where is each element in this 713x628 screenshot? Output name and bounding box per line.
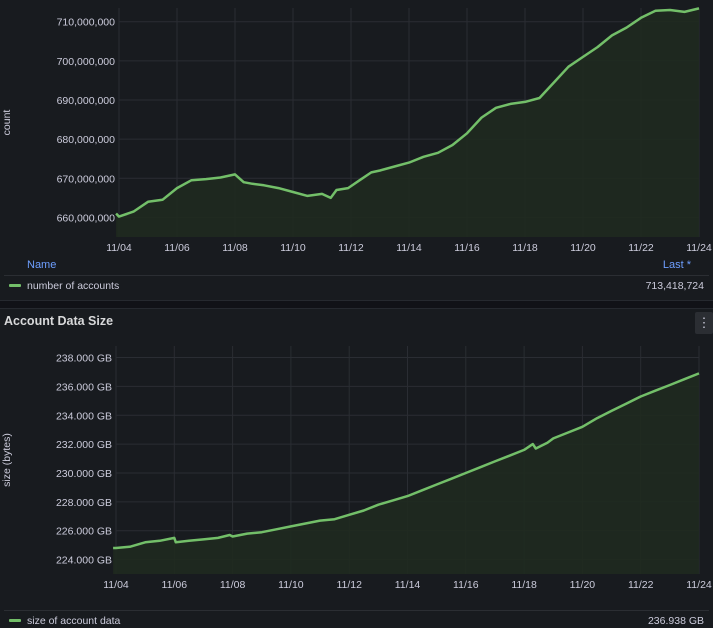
y-axis-label: size (bytes) — [1, 433, 13, 487]
accounts-count-chart[interactable]: 11/04 11/06 11/08 11/10 11/12 11/14 11/16 11/18… — [0, 0, 713, 262]
y-tick-label: 670,000,000 — [57, 173, 116, 185]
legend-last-value: 713,418,724 — [645, 280, 704, 292]
x-tick-label: 11/06 — [164, 242, 190, 254]
x-tick-label: 11/12 — [336, 579, 362, 591]
y-tick-label: 228.000 GB — [56, 497, 112, 509]
y-tick-label: 226.000 GB — [56, 526, 112, 538]
accounts-count-panel: 11/04 11/06 11/08 11/10 11/12 11/14 11/16 11/18… — [0, 0, 713, 301]
account-data-size-chart[interactable]: 11/04 11/06 11/08 11/10 11/12 11/14 11/16 11/18… — [0, 309, 713, 599]
series-area-fill — [116, 8, 700, 238]
x-tick-label: 11/08 — [222, 242, 248, 254]
legend-series-swatch — [9, 284, 21, 287]
panel-title[interactable]: Account Data Size — [4, 314, 114, 328]
y-tick-label: 680,000,000 — [57, 134, 116, 146]
x-tick-label: 11/14 — [395, 579, 421, 591]
series-line[interactable] — [113, 372, 700, 550]
vertical-ellipsis-icon[interactable]: ⋮ — [695, 312, 713, 334]
x-tick-label: 11/20 — [570, 242, 596, 254]
x-tick-label: 11/10 — [278, 579, 304, 591]
x-tick-label: 11/24 — [686, 242, 712, 254]
x-tick-label: 11/14 — [396, 242, 422, 254]
y-tick-label: 700,000,000 — [57, 56, 116, 68]
x-tick-label: 11/22 — [628, 579, 654, 591]
account-data-size-panel: Account Data Size ⋮ 11/04 11/06 11/08 11/10… — [0, 308, 713, 628]
x-tick-label: 11/10 — [280, 242, 306, 254]
y-axis-label: count — [1, 110, 13, 136]
x-tick-label: 11/12 — [338, 242, 364, 254]
x-tick-label: 11/18 — [511, 579, 537, 591]
y-tick-label: 710,000,000 — [57, 17, 116, 29]
x-tick-label: 11/20 — [570, 579, 596, 591]
y-tick-label: 660,000,000 — [57, 212, 116, 224]
x-tick-label: 11/04 — [106, 242, 132, 254]
x-tick-label: 11/08 — [220, 579, 246, 591]
y-tick-label: 232.000 GB — [56, 439, 112, 451]
x-tick-label: 11/22 — [628, 242, 654, 254]
legend-row-number-of-accounts[interactable]: number of accounts 713,418,724 — [4, 275, 709, 294]
legend-series-name[interactable]: number of accounts — [27, 280, 120, 292]
legend-last-header[interactable]: Last * — [662, 259, 691, 271]
y-tick-label: 230.000 GB — [56, 468, 112, 480]
legend-last-value: 236.938 GB — [647, 615, 704, 627]
legend-series-swatch — [9, 619, 21, 622]
x-tick-label: 11/06 — [162, 579, 188, 591]
x-tick-label: 11/24 — [686, 579, 712, 591]
x-tick-label: 11/16 — [454, 242, 480, 254]
legend-series-name[interactable]: size of account data — [27, 615, 121, 627]
y-tick-label: 690,000,000 — [57, 95, 116, 107]
x-tick-label: 11/04 — [103, 579, 129, 591]
x-tick-label: 11/16 — [453, 579, 479, 591]
y-tick-label: 224.000 GB — [56, 555, 112, 567]
legend-header: Name Last * — [0, 257, 713, 275]
y-tick-label: 238.000 GB — [56, 353, 112, 365]
y-tick-label: 236.000 GB — [56, 381, 112, 393]
legend-row-size-of-account-data[interactable]: size of account data 236.938 GB — [4, 610, 709, 628]
legend-name-header[interactable]: Name — [27, 259, 57, 271]
series-line[interactable] — [115, 7, 700, 218]
y-tick-label: 234.000 GB — [56, 410, 112, 422]
x-tick-label: 11/18 — [512, 242, 538, 254]
series-area-fill — [113, 373, 700, 574]
